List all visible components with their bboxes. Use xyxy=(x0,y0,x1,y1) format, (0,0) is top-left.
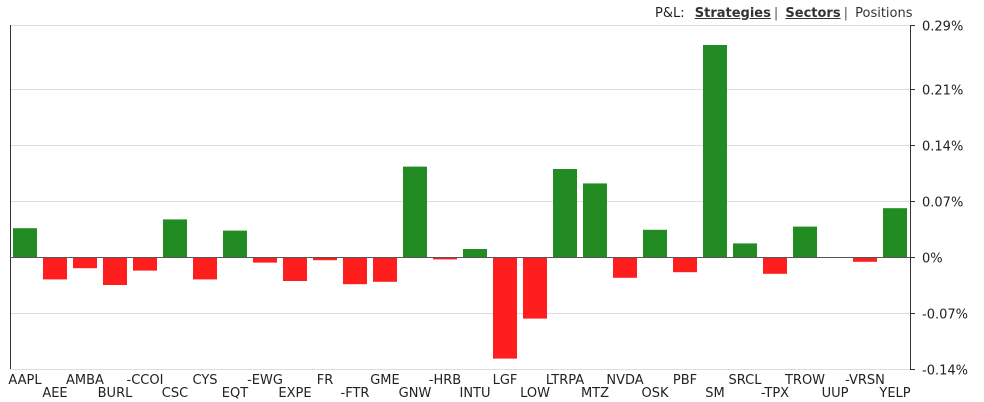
x-category-label: MTZ xyxy=(581,386,609,401)
axes xyxy=(10,25,911,369)
bar-short-vrsn[interactable] xyxy=(853,257,877,262)
bars xyxy=(13,45,907,359)
positions-link[interactable]: Positions xyxy=(855,6,913,21)
x-category-label: SRCL xyxy=(729,373,763,388)
bar-sm[interactable] xyxy=(703,45,727,257)
bar-trow[interactable] xyxy=(793,226,817,257)
x-category-label: LGF xyxy=(493,373,518,388)
bar-aapl[interactable] xyxy=(13,228,37,257)
bar-aee[interactable] xyxy=(43,257,67,280)
x-category-label: AAPL xyxy=(8,373,42,388)
x-category-label: OSK xyxy=(641,386,668,401)
bar-gnw[interactable] xyxy=(403,166,427,257)
bar-ltrpa[interactable] xyxy=(553,169,577,257)
x-category-label: INTU xyxy=(459,386,490,401)
x-category-label: BURL xyxy=(98,386,133,401)
pnl-label: P&L: xyxy=(655,6,685,21)
x-category-label: -VRSN xyxy=(845,373,885,388)
bar-srcl[interactable] xyxy=(733,243,757,257)
x-category-label: -TPX xyxy=(761,386,789,401)
bar-osk[interactable] xyxy=(643,229,667,257)
x-category-label: LOW xyxy=(520,386,550,401)
bar-expe[interactable] xyxy=(283,257,307,281)
bar-short-ccoi[interactable] xyxy=(133,257,157,271)
bar-fr[interactable] xyxy=(313,257,337,261)
y-tick-label: -0.07% xyxy=(922,308,968,323)
bar-csc[interactable] xyxy=(163,219,187,257)
strategies-link[interactable]: Strategies xyxy=(694,6,771,21)
bar-mtz[interactable] xyxy=(583,183,607,257)
nav-separator: | xyxy=(773,6,779,21)
bar-intu[interactable] xyxy=(463,249,487,257)
y-tick-label: -0.14% xyxy=(922,364,968,379)
bar-nvda[interactable] xyxy=(613,257,637,278)
bar-lgf[interactable] xyxy=(493,257,517,359)
x-category-label: NVDA xyxy=(606,373,643,388)
bar-short-ftr[interactable] xyxy=(343,257,367,285)
x-category-label: EQT xyxy=(222,386,248,401)
x-category-label: SM xyxy=(705,386,724,401)
x-category-label: TROW xyxy=(784,373,825,388)
bar-cys[interactable] xyxy=(193,257,217,280)
bar-burl[interactable] xyxy=(103,257,127,285)
bar-yelp[interactable] xyxy=(883,208,907,257)
x-category-label: UUP xyxy=(822,386,849,401)
bar-short-tpx[interactable] xyxy=(763,257,787,274)
x-category-label: LTRPA xyxy=(546,373,584,388)
y-tick-label: 0.14% xyxy=(922,140,963,155)
x-category-label: GNW xyxy=(399,386,432,401)
x-category-label: YELP xyxy=(878,386,910,401)
bar-gme[interactable] xyxy=(373,257,397,282)
x-category-label: -HRB xyxy=(429,373,461,388)
bar-eqt[interactable] xyxy=(223,230,247,257)
x-category-label: PBF xyxy=(673,373,697,388)
bar-low[interactable] xyxy=(523,257,547,319)
x-axis-category-labels: AAPLAEEAMBABURL-CCOICSCCYSEQT-EWGEXPEFR-… xyxy=(8,373,910,401)
x-category-label: FR xyxy=(317,373,334,388)
pnl-view-nav: P&L: Strategies | Sectors | Positions xyxy=(655,6,913,21)
x-category-label: AMBA xyxy=(66,373,104,388)
y-tick-label: 0.21% xyxy=(922,84,963,99)
bar-short-hrb[interactable] xyxy=(433,257,457,260)
x-category-label: CSC xyxy=(162,386,188,401)
bar-short-ewg[interactable] xyxy=(253,257,277,263)
x-category-label: GME xyxy=(370,373,400,388)
sectors-link[interactable]: Sectors xyxy=(785,6,841,21)
y-tick-label: 0.29% xyxy=(922,20,963,35)
x-category-label: -FTR xyxy=(341,386,370,401)
y-tick-label: 0% xyxy=(922,252,943,267)
y-tick-label: 0.07% xyxy=(922,196,963,211)
x-category-label: AEE xyxy=(42,386,67,401)
x-category-label: EXPE xyxy=(278,386,311,401)
gridlines xyxy=(10,25,910,370)
x-category-label: -CCOI xyxy=(127,373,164,388)
bar-amba[interactable] xyxy=(73,257,97,269)
nav-separator: | xyxy=(843,6,848,21)
y-axis-tick-labels: 0.29% 0.21% 0.14% 0.07% 0% -0.07% -0.14% xyxy=(910,20,968,379)
x-category-label: CYS xyxy=(192,373,217,388)
x-category-label: -EWG xyxy=(247,373,283,388)
bar-pbf[interactable] xyxy=(673,257,697,273)
